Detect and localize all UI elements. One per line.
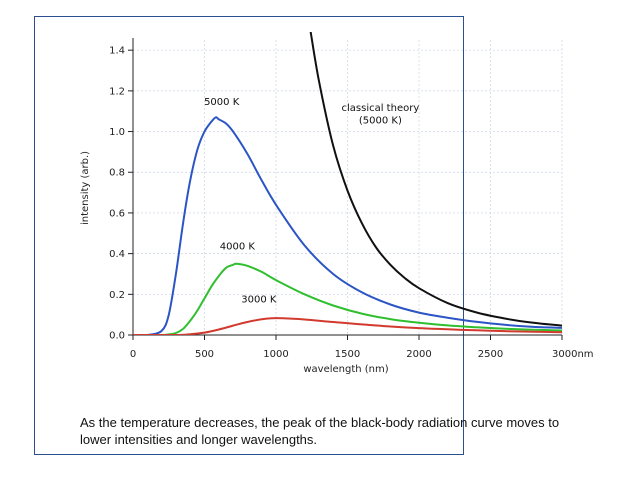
x-tick-label: 500	[195, 349, 214, 360]
annotation-classical-theory: classical theory	[342, 103, 420, 114]
annotations: 5000 K 4000 K 3000 K classical theory(5000 …	[204, 97, 419, 305]
grid-lines	[133, 40, 563, 335]
y-tick-label: 1.4	[109, 46, 125, 57]
annotation-5000-k: (5000 K)	[359, 115, 402, 126]
y-tick-label: 1.0	[109, 127, 125, 138]
y-tick-label: 0.0	[109, 331, 125, 342]
curves	[133, 32, 562, 335]
caption-text: As the temperature decreases, the peak o…	[80, 415, 560, 447]
series-line-4000-k	[133, 262, 562, 335]
x-axis-label: wavelength (nm)	[303, 364, 388, 375]
y-tick-label: 1.2	[109, 86, 125, 97]
y-tick-label: 0.8	[109, 168, 125, 179]
annotation-5000-k: 5000 K	[204, 97, 240, 108]
x-tick-label: 0	[130, 349, 136, 360]
x-tick-label: 1000	[263, 349, 288, 360]
x-tick-label: 1500	[335, 349, 360, 360]
annotation-4000-k: 4000 K	[220, 242, 256, 253]
y-axis-label: intensity (arb.)	[80, 151, 91, 225]
x-tick-label: 2000	[406, 349, 431, 360]
series-line-5000-k	[133, 116, 562, 335]
y-tick-label: 0.6	[109, 208, 125, 219]
series-line-3000-k	[133, 317, 562, 335]
tick-labels: 0.0 0.2 0.4 0.6 0.8 1.0 1.2 1.4 0 500 1000 1500 2000…	[109, 46, 593, 360]
y-tick-label: 0.2	[109, 290, 125, 301]
y-tick-label: 0.4	[109, 249, 125, 260]
series-line-classical-theory-5000-k	[309, 32, 562, 327]
axes	[128, 38, 563, 340]
x-tick-label: 2500	[478, 349, 503, 360]
x-tick-label: 3000nm	[552, 349, 594, 360]
slide-frame	[34, 16, 464, 455]
annotation-3000-k: 3000 K	[241, 294, 277, 305]
